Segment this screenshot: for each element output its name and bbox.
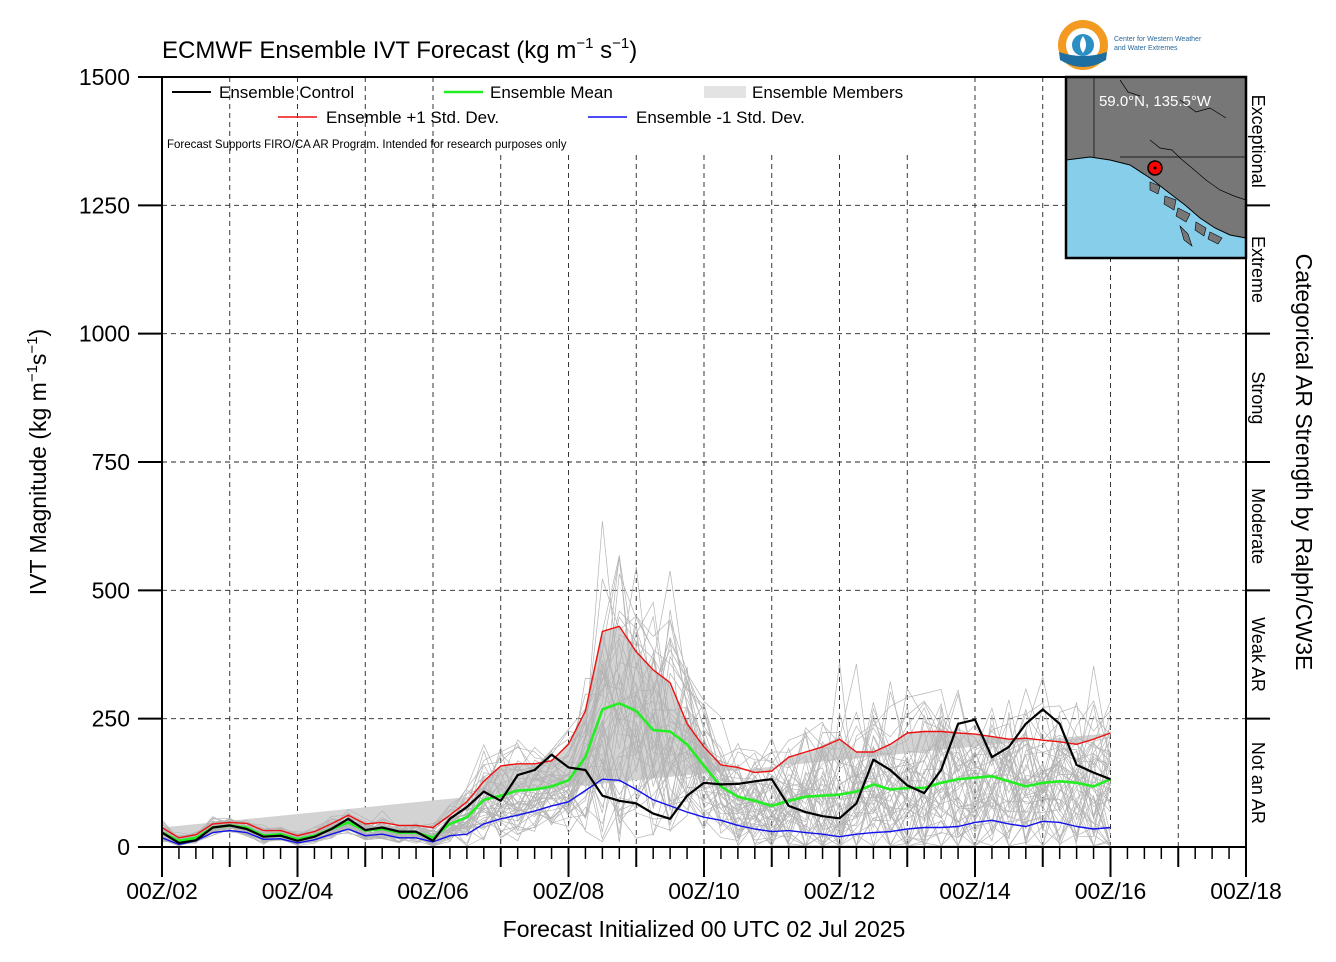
ensemble-series (161, 625, 1112, 846)
series-line-control (161, 708, 1111, 844)
x-axis-label: Forecast Initialized 00 UTC 02 Jul 2025 (503, 916, 906, 942)
inset-map-islands (1149, 181, 1223, 247)
plot-area (161, 77, 1246, 848)
y-tick-label: 500 (92, 577, 130, 603)
cw3e-logo: Center for Western Weather and Water Ext… (1058, 20, 1202, 70)
std-dev-spread-band (162, 626, 1111, 838)
ensemble-member-line (161, 633, 1111, 844)
y-tick-label: 250 (92, 706, 130, 732)
legend-swatch-members (704, 86, 746, 98)
legend: Ensemble Control Ensemble Mean Ensemble … (167, 83, 903, 151)
cw3e-logo-icon (1058, 20, 1108, 70)
y-tick-label: 0 (117, 834, 130, 860)
series-line-plus-std (161, 625, 1111, 839)
logo-text-line1: Center for Western Weather (1114, 36, 1202, 43)
ensemble-member-line (161, 675, 1111, 844)
x-tick-label: 00Z/04 (262, 878, 334, 904)
legend-label-minus-std: Ensemble -1 Std. Dev. (636, 108, 805, 127)
ensemble-member-line (161, 578, 1111, 840)
ar-category-label: Extreme (1248, 236, 1268, 303)
inset-map-coastline (1065, 156, 1247, 239)
y-tick-label: 1250 (79, 192, 130, 218)
ar-category-label: Weak AR (1248, 617, 1268, 692)
axes: 0 250 500 750 1000 1250 1500 00Z/02 00Z/04 00Z/06… (79, 64, 1282, 904)
chart-title: ECMWF Ensemble IVT Forecast (kg m−1 s−1) (162, 35, 637, 64)
logo-text-line2: and Water Extremes (1114, 45, 1178, 52)
y-tick-label: 750 (92, 449, 130, 475)
inset-map-frame (1064, 75, 1248, 260)
inset-map-borders (1093, 77, 1247, 201)
x-tick-label: 00Z/02 (126, 878, 198, 904)
ar-category-label: Exceptional (1248, 95, 1268, 188)
location-marker-center (1153, 166, 1157, 170)
disclaimer-text: Forecast Supports FIRO/CA AR Program. In… (167, 139, 567, 151)
series-line-minus-std (161, 778, 1111, 846)
inset-location-label: 59.0°N, 135.5°W (1099, 93, 1212, 110)
legend-label-control: Ensemble Control (219, 83, 354, 102)
x-tick-label: 00Z/14 (939, 878, 1011, 904)
ensemble-member-line (161, 693, 1111, 848)
y-tick-label: 1500 (79, 64, 130, 90)
x-tick-label: 00Z/12 (804, 878, 876, 904)
x-tick-label: 00Z/08 (533, 878, 605, 904)
x-tick-label: 00Z/10 (668, 878, 740, 904)
x-tick-label: 00Z/16 (1075, 878, 1147, 904)
inset-map: 59.0°N, 135.5°W (1064, 75, 1248, 260)
spread-band (162, 626, 1111, 838)
legend-label-mean: Ensemble Mean (490, 83, 613, 102)
right-axis-title: Categorical AR Strength by Ralph/CW3E (1291, 254, 1317, 671)
ensemble-member-line (161, 711, 1111, 848)
legend-label-members: Ensemble Members (752, 83, 903, 102)
y-tick-label: 1000 (79, 321, 130, 347)
x-tick-label: 00Z/18 (1210, 878, 1282, 904)
ar-category-label: Strong (1248, 371, 1268, 424)
ar-category-label: Moderate (1248, 488, 1268, 564)
y-axis-label: IVT Magnitude (kg m−1s−1) (24, 329, 51, 595)
ensemble-members (161, 521, 1111, 848)
legend-label-plus-std: Ensemble +1 Std. Dev. (326, 108, 499, 127)
x-tick-label: 00Z/06 (397, 878, 469, 904)
ar-category-label: Not an AR (1248, 742, 1268, 824)
